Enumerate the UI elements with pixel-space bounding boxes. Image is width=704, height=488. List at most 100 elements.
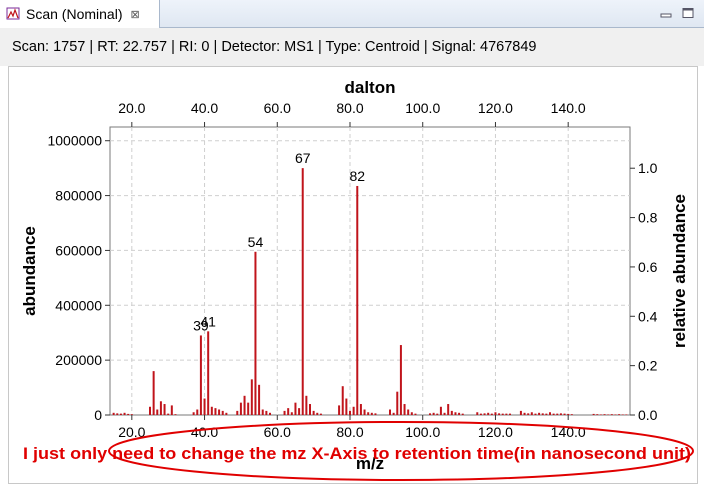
spectrum-bar	[203, 398, 206, 415]
spectrum-bar	[119, 413, 122, 415]
spectrum-bar	[356, 185, 359, 415]
spectrum-bar	[152, 371, 155, 415]
spectrum-bar	[625, 414, 628, 415]
y-tick-label: 200000	[55, 352, 102, 368]
y2-tick-label: 0.6	[638, 259, 658, 275]
x-tick-label: 40.0	[191, 424, 218, 440]
x2-tick-label: 60.0	[264, 100, 291, 116]
spectrum-bar	[207, 331, 210, 415]
spectrum-bar	[316, 412, 319, 415]
tab-title: Scan (Nominal)	[26, 6, 123, 22]
spectrum-bar	[592, 413, 595, 415]
spectrum-bar	[283, 410, 286, 415]
spectrum-bar	[596, 414, 599, 415]
spectrum-bar	[247, 402, 250, 415]
spectrum-bar	[116, 413, 119, 415]
y2-tick-label: 0.0	[638, 407, 658, 423]
spectrum-bar	[436, 413, 439, 415]
spectrum-bar	[541, 413, 544, 415]
close-icon[interactable]: ⊠	[130, 8, 140, 21]
y2-axis-title: relative abundance	[670, 194, 689, 348]
spectrum-bar	[501, 413, 504, 415]
minimize-icon[interactable]	[658, 6, 674, 20]
spectrum-bar	[363, 409, 366, 415]
spectrum-bar	[534, 413, 537, 415]
spectrum-bar	[443, 412, 446, 415]
spectrum-bar	[454, 412, 457, 415]
spectrum-bar	[563, 413, 566, 415]
tab-bar: Scan (Nominal) ⊠	[0, 0, 704, 28]
spectrum-bar	[341, 386, 344, 415]
spectrum-bar	[112, 412, 115, 415]
x2-axis-title: dalton	[345, 78, 396, 97]
spectrum-bar	[603, 414, 606, 415]
spectrum-bar	[159, 401, 162, 415]
spectrum-bar	[338, 405, 341, 415]
spectrum-bar	[392, 412, 395, 415]
spectrum-bar	[309, 404, 311, 415]
spectrum-bar	[538, 412, 541, 415]
spectrum-bar	[487, 412, 490, 415]
spectrum-bar	[498, 413, 501, 415]
spectrum-bar	[389, 409, 391, 415]
y2-tick-label: 1.0	[638, 160, 658, 176]
spectrum-bar	[214, 408, 217, 415]
spectrum-bar	[319, 413, 322, 415]
spectrum-bar	[174, 414, 177, 415]
peak-label: 39	[193, 317, 209, 333]
spectrum-bar	[399, 345, 402, 415]
spectrum-bar	[221, 410, 224, 415]
y-tick-label: 800000	[55, 188, 102, 204]
spectrum-bar	[290, 412, 293, 415]
plot-frame	[109, 126, 631, 416]
spectrum-bar	[490, 413, 493, 415]
spectrum-bar	[523, 412, 526, 415]
spectrum-chart[interactable]: 39 41 54 67 82 20.0 40.0 60.0 80.0 100.0 120.0 140.…	[8, 66, 698, 484]
x2-tick-label: 140.0	[551, 100, 586, 116]
spectrum-bar	[352, 406, 355, 415]
spectrum-bar	[239, 402, 242, 415]
spectrum-bar	[167, 413, 170, 415]
x2-tick-label: 20.0	[118, 100, 145, 116]
spectrum-bar	[123, 412, 126, 415]
annotation-text: I just only need to change the mz X-Axis…	[23, 445, 691, 463]
spectrum-bar	[447, 404, 450, 415]
spectrum-bar	[170, 405, 173, 415]
x2-tick-label: 120.0	[478, 100, 513, 116]
x-tick-label: 80.0	[336, 424, 363, 440]
x-tick-label: 120.0	[478, 424, 513, 440]
spectrum-bar	[367, 412, 370, 415]
spectrum-bar	[127, 413, 130, 415]
x2-tick-label: 100.0	[405, 100, 440, 116]
spectrum-bar	[607, 414, 610, 415]
y-tick-label: 400000	[55, 297, 102, 313]
spectrum-bar	[549, 412, 551, 415]
spectrum-bar	[254, 251, 257, 415]
spectrum-bar	[199, 335, 202, 415]
tab-scan-nominal[interactable]: Scan (Nominal) ⊠	[0, 0, 160, 28]
spectrum-bar	[479, 413, 482, 415]
spectrum-bar	[432, 412, 435, 415]
spectrum-bar	[414, 413, 417, 415]
spectrum-bar	[483, 413, 486, 415]
spectrum-bar	[599, 414, 602, 415]
x2-tick-label: 80.0	[336, 100, 363, 116]
spectrum-bar	[505, 413, 508, 415]
spectrum-bar	[509, 413, 511, 415]
spectrum-bar	[396, 391, 399, 415]
spectrum-bar	[458, 412, 461, 415]
x-tick-label: 20.0	[118, 424, 145, 440]
y-tick-label: 0	[94, 407, 102, 423]
x2-tick-label: 40.0	[191, 100, 218, 116]
y-tick-label: 1000000	[47, 133, 102, 149]
spectrum-bar	[250, 379, 253, 415]
maximize-icon[interactable]	[680, 6, 696, 20]
spectrum-bar	[621, 414, 624, 415]
spectrum-bar	[410, 412, 413, 415]
spectrum-bar	[305, 395, 308, 415]
spectrum-bar	[552, 413, 555, 415]
spectrum-bar	[225, 412, 228, 415]
spectrum-bar	[439, 406, 442, 415]
spectrum-bar	[192, 412, 195, 415]
